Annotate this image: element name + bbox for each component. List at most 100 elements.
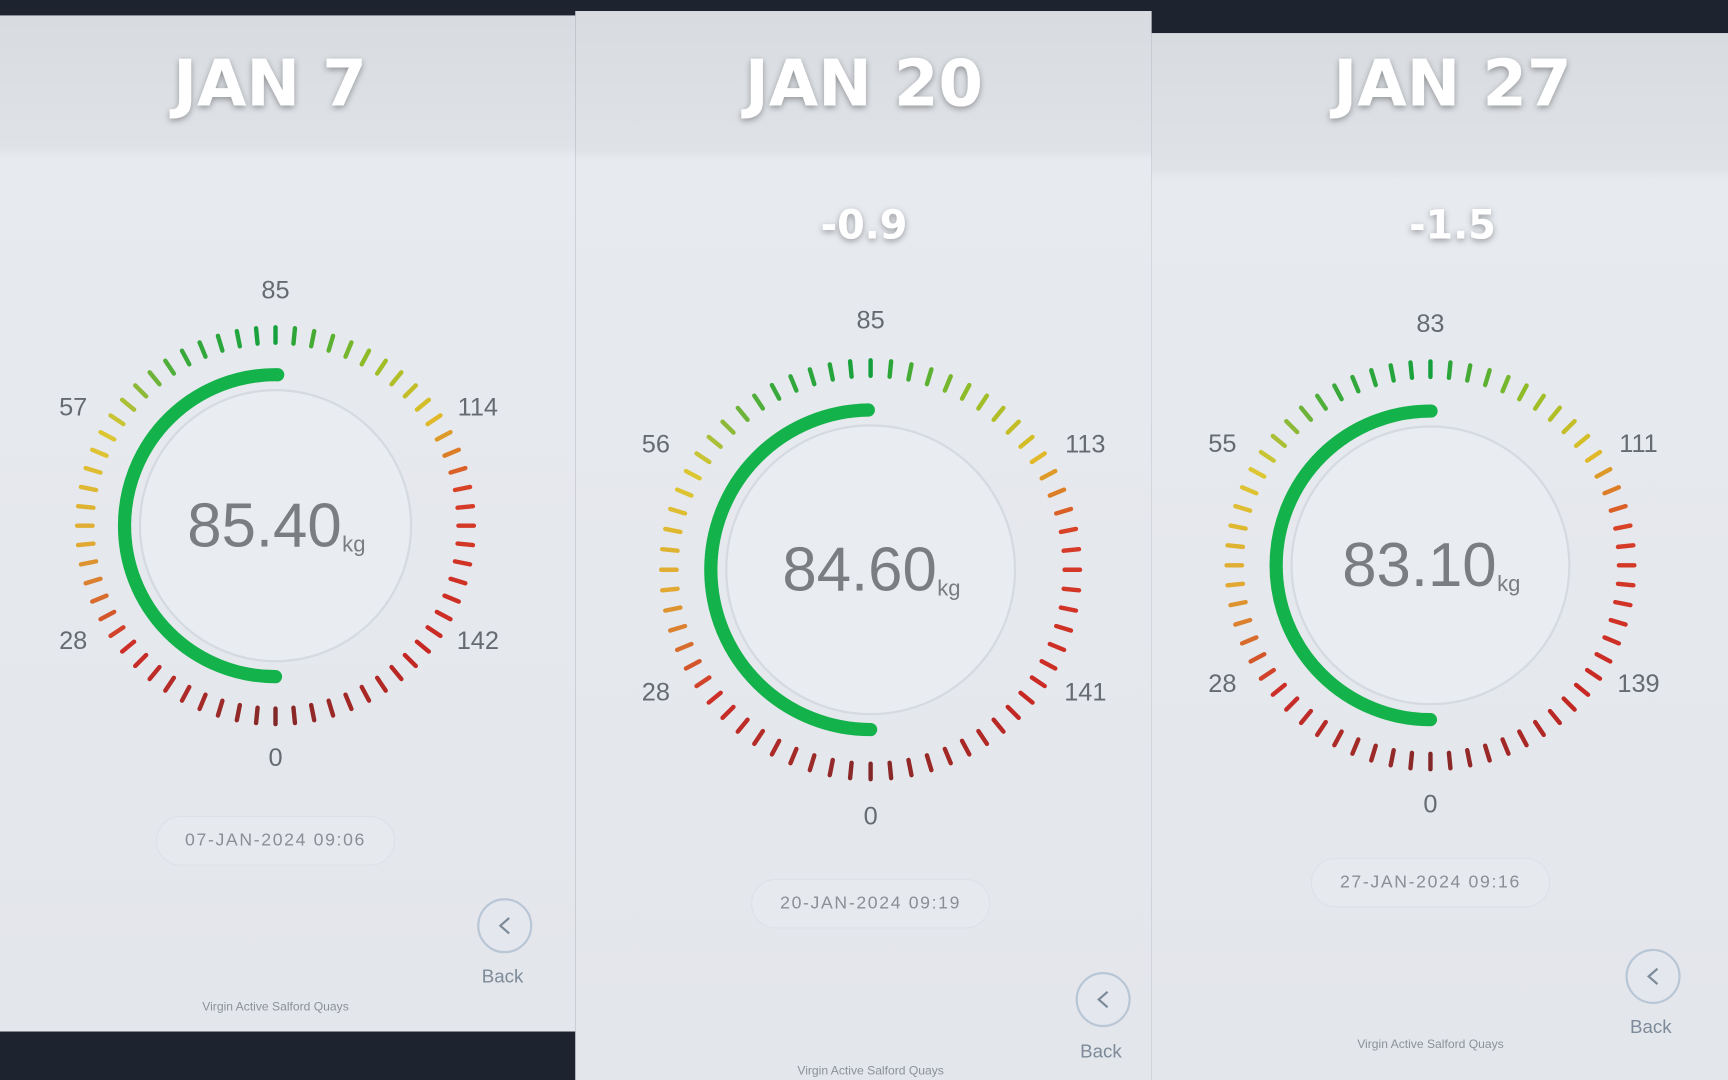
gauge-tick — [414, 397, 432, 412]
gauge-tick — [976, 393, 990, 411]
gauge-tick — [1284, 418, 1300, 435]
gauge-tick — [78, 559, 99, 567]
gauge-tick — [1532, 393, 1546, 411]
gauge-tick — [1061, 547, 1082, 553]
gauge-tick — [942, 374, 953, 393]
gauge-tick — [291, 326, 298, 346]
weight-arc — [704, 403, 878, 737]
gauge-tick — [1258, 449, 1276, 463]
gauge-tick — [1465, 363, 1473, 383]
gauge-tick — [1039, 468, 1058, 481]
scale-label: 139 — [1617, 670, 1659, 698]
scale-label: 0 — [1423, 790, 1437, 818]
gauge-tick — [1608, 503, 1628, 513]
measure-date: 20-JAN-2024 09:19 — [780, 892, 961, 912]
gauge-tick — [1446, 750, 1453, 771]
gauge-tick — [788, 746, 799, 766]
gauge-tick — [1284, 696, 1300, 712]
weight-arc — [117, 368, 285, 684]
gauge-tick — [942, 746, 953, 766]
gauge-tick — [694, 675, 712, 689]
gauge-tick — [674, 641, 694, 653]
scale-label: 114 — [458, 394, 498, 422]
gauge-tick — [1500, 374, 1511, 394]
gauge-tick — [1298, 405, 1314, 422]
weight-change: -0.9 — [821, 203, 908, 249]
gauge-tick — [1584, 449, 1603, 463]
gauge-tick — [359, 348, 372, 367]
gauge-tick — [1350, 737, 1361, 756]
gauge-tick — [253, 705, 260, 726]
gauge-tick — [1573, 433, 1591, 449]
gauge-tick — [98, 609, 117, 622]
gauge-tick — [827, 362, 835, 382]
gauge-tick — [769, 382, 782, 401]
gauge-tick — [683, 468, 702, 481]
weight-arc — [1269, 404, 1438, 727]
gauge-tick — [668, 506, 688, 516]
gauge-tick — [455, 504, 476, 510]
gauge-tick — [1369, 368, 1378, 388]
gauge-tick — [1314, 719, 1328, 738]
back-label: Back — [1080, 1040, 1122, 1061]
gauge-tick — [1602, 485, 1622, 496]
gauge-tick — [1613, 599, 1633, 608]
gauge-tick — [1047, 487, 1067, 498]
scale-label: 0 — [268, 744, 282, 772]
scale-label: 28 — [642, 678, 670, 706]
gauge-tick — [720, 704, 736, 721]
panel-title: JAN 20 — [741, 48, 983, 122]
gauge-tick — [455, 541, 476, 548]
gauge-tick — [1029, 451, 1047, 465]
scale-label: 111 — [1619, 430, 1657, 458]
gauge-tick — [1005, 704, 1021, 721]
gauge-tick — [343, 692, 354, 712]
gauge-tick — [326, 333, 336, 353]
gauge-tick — [694, 451, 712, 465]
gauge-face — [1290, 425, 1571, 706]
gauge-tick — [924, 367, 934, 387]
gauge-tick — [847, 760, 854, 781]
gauge-tick — [234, 702, 243, 723]
back-circle — [1625, 948, 1681, 1004]
scale-label: 28 — [59, 627, 87, 655]
gauge-tick — [1270, 682, 1287, 697]
gauge-tick — [1039, 658, 1058, 671]
gauge-tick — [807, 753, 817, 773]
gauge-tick — [991, 717, 1006, 734]
gauge-tick — [959, 382, 972, 401]
scale-label: 142 — [457, 627, 499, 655]
gauge-tick — [788, 374, 799, 393]
gauge-tick — [90, 593, 109, 604]
back-button[interactable]: Back — [1625, 948, 1681, 1037]
gauge-tick — [906, 757, 914, 778]
gauge-tick — [326, 698, 336, 718]
gauge-tick — [83, 465, 103, 475]
gauge-tick — [660, 586, 680, 593]
scale-label: 0 — [864, 802, 878, 830]
gauge-tick — [1225, 581, 1246, 588]
gauge-tick — [1608, 617, 1628, 627]
gauge-tick — [752, 393, 766, 411]
gauge-tick — [668, 623, 688, 633]
weight-value: 84.60 — [782, 535, 936, 604]
scale-label: 85 — [261, 277, 289, 305]
gauge-tick — [1482, 743, 1492, 763]
gauge-tick — [1388, 363, 1396, 383]
gauge-tick — [924, 753, 934, 773]
back-icon — [1646, 967, 1659, 985]
gauge-tick — [1594, 467, 1613, 479]
gauge-tick — [133, 652, 149, 669]
gauge-tick — [425, 625, 443, 639]
gauge-tick — [1446, 360, 1453, 381]
back-button[interactable]: Back — [477, 898, 533, 986]
gauge-tick — [402, 383, 418, 399]
date-pill — [751, 878, 991, 929]
gauge-tick — [1233, 617, 1253, 627]
gauge-tick — [374, 358, 388, 376]
gauge-tick — [1298, 708, 1314, 726]
back-button[interactable]: Back — [1075, 971, 1131, 1061]
gauge-tick — [442, 447, 461, 458]
gauge-tick — [389, 370, 404, 387]
